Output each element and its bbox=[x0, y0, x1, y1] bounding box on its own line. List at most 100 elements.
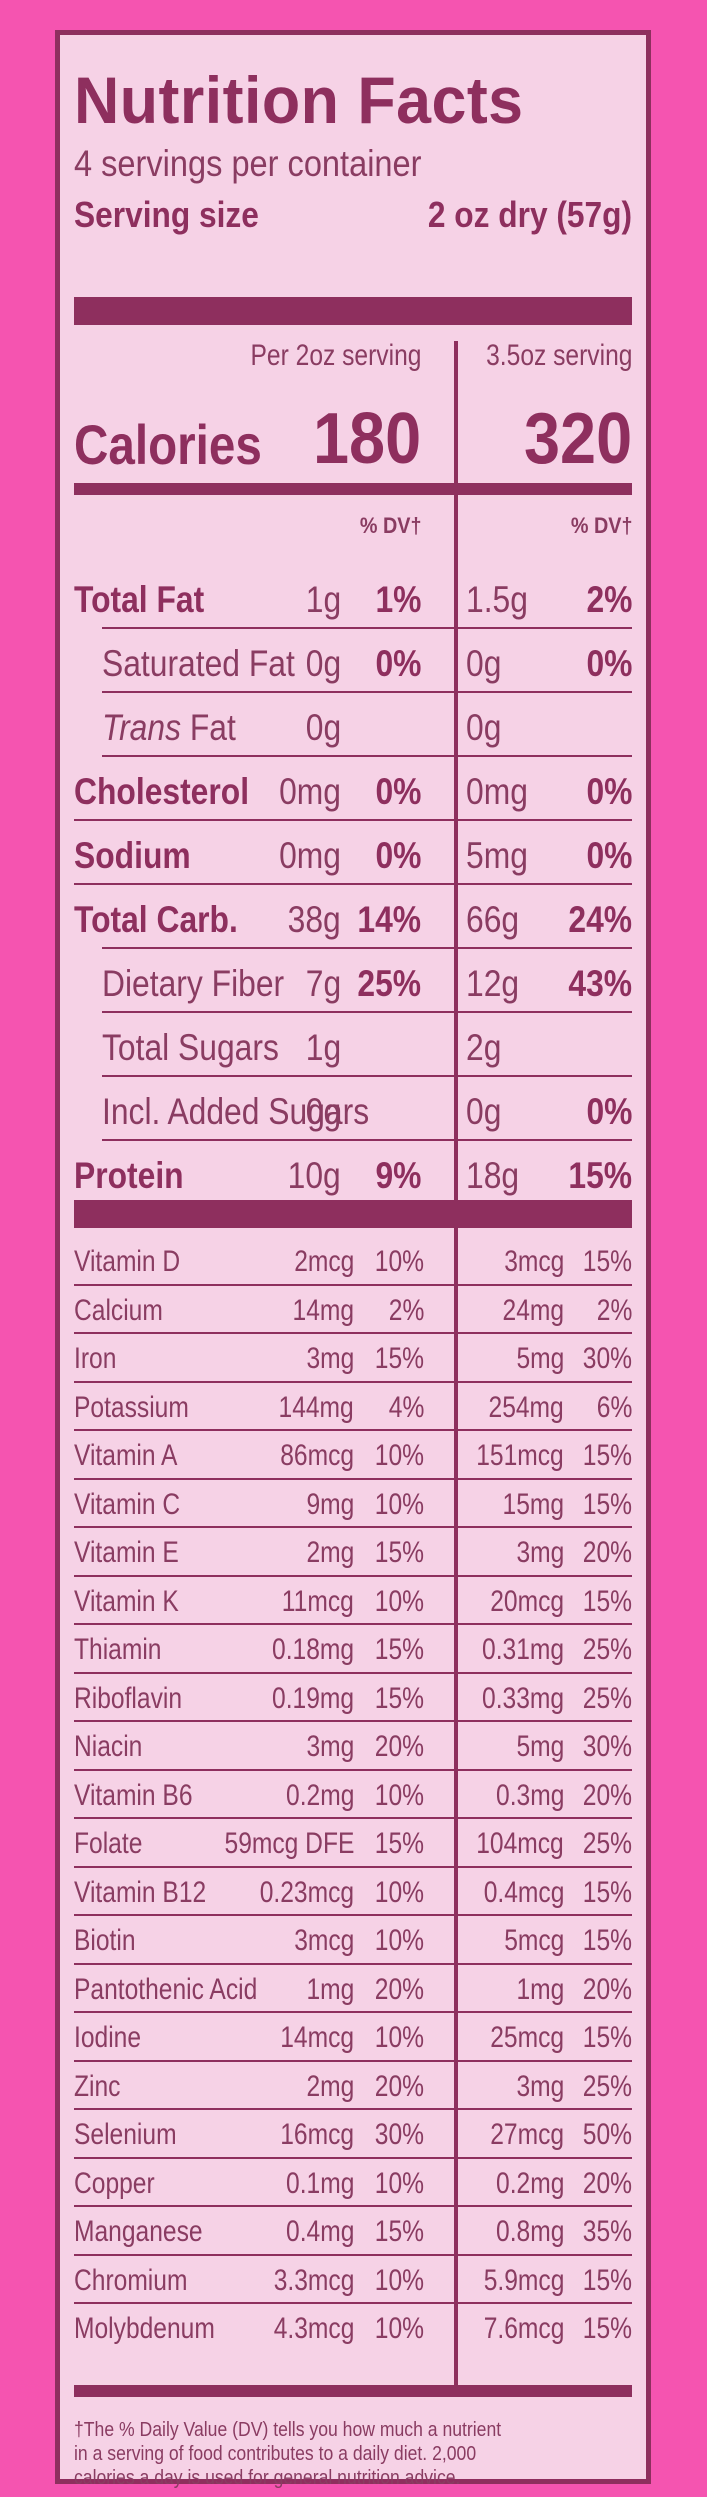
amount-col2: 3mg bbox=[516, 1536, 564, 1569]
amount-col1: 3mg bbox=[306, 1342, 354, 1375]
dv-col2: 2% bbox=[586, 579, 632, 620]
amount-col1: 0.1mg bbox=[285, 2166, 354, 2200]
col1-header: Per 2oz serving bbox=[250, 339, 421, 372]
vitamin-row: Vitamin C 9mg 10% 15mg 15% bbox=[74, 1478, 632, 1526]
nutrient-name: Dietary Fiber bbox=[102, 963, 285, 1004]
row-divider bbox=[102, 627, 632, 629]
dv-col2: 20% bbox=[582, 1972, 632, 2006]
vitamin-name: Vitamin A bbox=[74, 1439, 178, 1472]
dv-col2: 0% bbox=[586, 643, 632, 684]
amount-col2: 0.8mg bbox=[495, 2215, 564, 2248]
row-divider bbox=[74, 1671, 632, 1674]
amount-col2: 1mg bbox=[516, 1972, 564, 2006]
vitamin-name: Niacin bbox=[74, 1730, 143, 1763]
dv-col2: 15% bbox=[582, 2263, 632, 2297]
vitamin-name: Vitamin C bbox=[74, 1487, 181, 1521]
vitamin-row: Thiamin 0.18mg 15% 0.31mg 25% bbox=[74, 1623, 632, 1671]
row-divider bbox=[74, 2156, 632, 2159]
vitamin-row: Selenium 16mcg 30% 27mcg 50% bbox=[74, 2108, 632, 2156]
dv-col2: 15% bbox=[582, 1584, 632, 1618]
vitamin-row: Manganese 0.4mg 15% 0.8mg 35% bbox=[74, 2205, 632, 2253]
amount-col2: 254mg bbox=[488, 1390, 564, 1424]
dv-col2: 43% bbox=[568, 963, 632, 1004]
row-divider bbox=[74, 2253, 632, 2256]
vitamin-name: Molybdenum bbox=[74, 2312, 215, 2345]
row-divider bbox=[74, 1526, 632, 1528]
dv-col1: 1% bbox=[375, 579, 421, 620]
amount-col1: 0.23mcg bbox=[259, 1875, 354, 1909]
nutrition-facts-label: Nutrition Facts 4 servings per container… bbox=[55, 30, 651, 2489]
vitamin-row: Pantothenic Acid 1mg 20% 1mg 20% bbox=[74, 1963, 632, 2011]
dv-col2: 15% bbox=[582, 1439, 632, 1472]
vitamin-name: Manganese bbox=[74, 2215, 203, 2248]
vitamin-row: Biotin 3mcg 10% 5mcg 15% bbox=[74, 1914, 632, 1962]
row-divider bbox=[74, 1574, 632, 1577]
nutrient-row: Sodium 0mg 0% 5mg 0% bbox=[74, 819, 632, 883]
serving-size-label: Serving size bbox=[74, 194, 259, 235]
vitamin-name: Iron bbox=[74, 1342, 117, 1375]
col2-header: 3.5oz serving bbox=[485, 339, 632, 372]
footnote-line-2: in a serving of food contributes to a da… bbox=[74, 2443, 477, 2465]
dv-col2: 20% bbox=[582, 2166, 632, 2200]
vitamin-name: Folate bbox=[74, 1827, 143, 1860]
amount-col1: 3mg bbox=[306, 1730, 354, 1763]
dv-col2: 0% bbox=[586, 771, 632, 812]
label-content: Nutrition Facts 4 servings per container… bbox=[74, 35, 632, 2489]
nutrient-name: Total Fat bbox=[74, 579, 205, 620]
amount-col1: 0g bbox=[305, 707, 341, 748]
dv-header-col2: % DV† bbox=[570, 513, 632, 538]
amount-col2: 3mcg bbox=[503, 1245, 564, 1278]
amount-col1: 3mcg bbox=[293, 1924, 354, 1957]
row-divider bbox=[74, 1283, 632, 1286]
dv-col2: 30% bbox=[582, 1730, 632, 1763]
vitamin-name: Chromium bbox=[74, 2263, 188, 2297]
amount-col1: 14mg bbox=[292, 1293, 354, 1327]
vitamin-name: Vitamin E bbox=[74, 1536, 179, 1569]
row-divider bbox=[74, 1380, 632, 1383]
nutrient-name-italic: Trans bbox=[102, 707, 181, 748]
amount-col2: 2g bbox=[466, 1027, 502, 1068]
dv-col1: 15% bbox=[374, 2215, 424, 2248]
vitamin-name: Potassium bbox=[74, 1390, 189, 1424]
row-divider bbox=[74, 883, 632, 885]
vitamin-name: Zinc bbox=[74, 2069, 121, 2103]
vitamin-name: Vitamin K bbox=[74, 1584, 179, 1618]
amount-col2: 18g bbox=[466, 1155, 520, 1196]
dv-col1: 15% bbox=[374, 1342, 424, 1375]
amount-col1: 144mg bbox=[278, 1390, 354, 1424]
amount-col1: 2mg bbox=[306, 2069, 354, 2103]
row-divider bbox=[74, 1477, 632, 1480]
divider-bottom bbox=[74, 2385, 632, 2397]
vitamin-row: Vitamin D 2mcg 10% 3mcg 15% bbox=[74, 1235, 632, 1283]
row-divider bbox=[74, 1332, 632, 1334]
amount-col2: 104mcg bbox=[476, 1827, 564, 1860]
amount-col2: 5mg bbox=[516, 1342, 564, 1375]
row-divider bbox=[74, 1962, 632, 1965]
amount-col2: 0g bbox=[466, 1091, 502, 1132]
nutrient-name: Trans Fat bbox=[102, 709, 236, 746]
amount-col2: 24mg bbox=[502, 1293, 564, 1327]
vitamin-name: Copper bbox=[74, 2166, 155, 2200]
amount-col1: 3.3mcg bbox=[273, 2263, 354, 2297]
amount-col1: 7g bbox=[305, 963, 341, 1004]
amount-col1: 0mg bbox=[279, 835, 341, 876]
footnote-line-3: calories a day is used for general nutri… bbox=[74, 2467, 461, 2489]
label-title: Nutrition Facts bbox=[74, 63, 524, 137]
vitamin-name: Calcium bbox=[74, 1293, 163, 1327]
serving-size-value: 2 oz dry (57g) bbox=[427, 194, 632, 235]
dv-col2: 20% bbox=[582, 1778, 632, 1812]
amount-col1: 11mcg bbox=[281, 1584, 354, 1618]
vitamin-row: Folate 59mcg DFE 15% 104mcg 25% bbox=[74, 1817, 632, 1865]
vitamin-row: Vitamin E 2mg 15% 3mg 20% bbox=[74, 1526, 632, 1574]
amount-col2: 7.6mcg bbox=[483, 2312, 564, 2345]
dv-col1: 10% bbox=[374, 2021, 424, 2054]
dv-col1: 14% bbox=[357, 899, 421, 940]
row-divider bbox=[102, 755, 632, 757]
row-divider bbox=[74, 1429, 632, 1431]
amount-col2: 5mcg bbox=[503, 1924, 564, 1957]
dv-col1: 10% bbox=[374, 2166, 424, 2200]
amount-col2: 12g bbox=[466, 963, 520, 1004]
dv-col1: 9% bbox=[375, 1155, 421, 1196]
dv-col1: 15% bbox=[374, 1633, 424, 1666]
amount-col2: 5.9mcg bbox=[483, 2263, 564, 2297]
